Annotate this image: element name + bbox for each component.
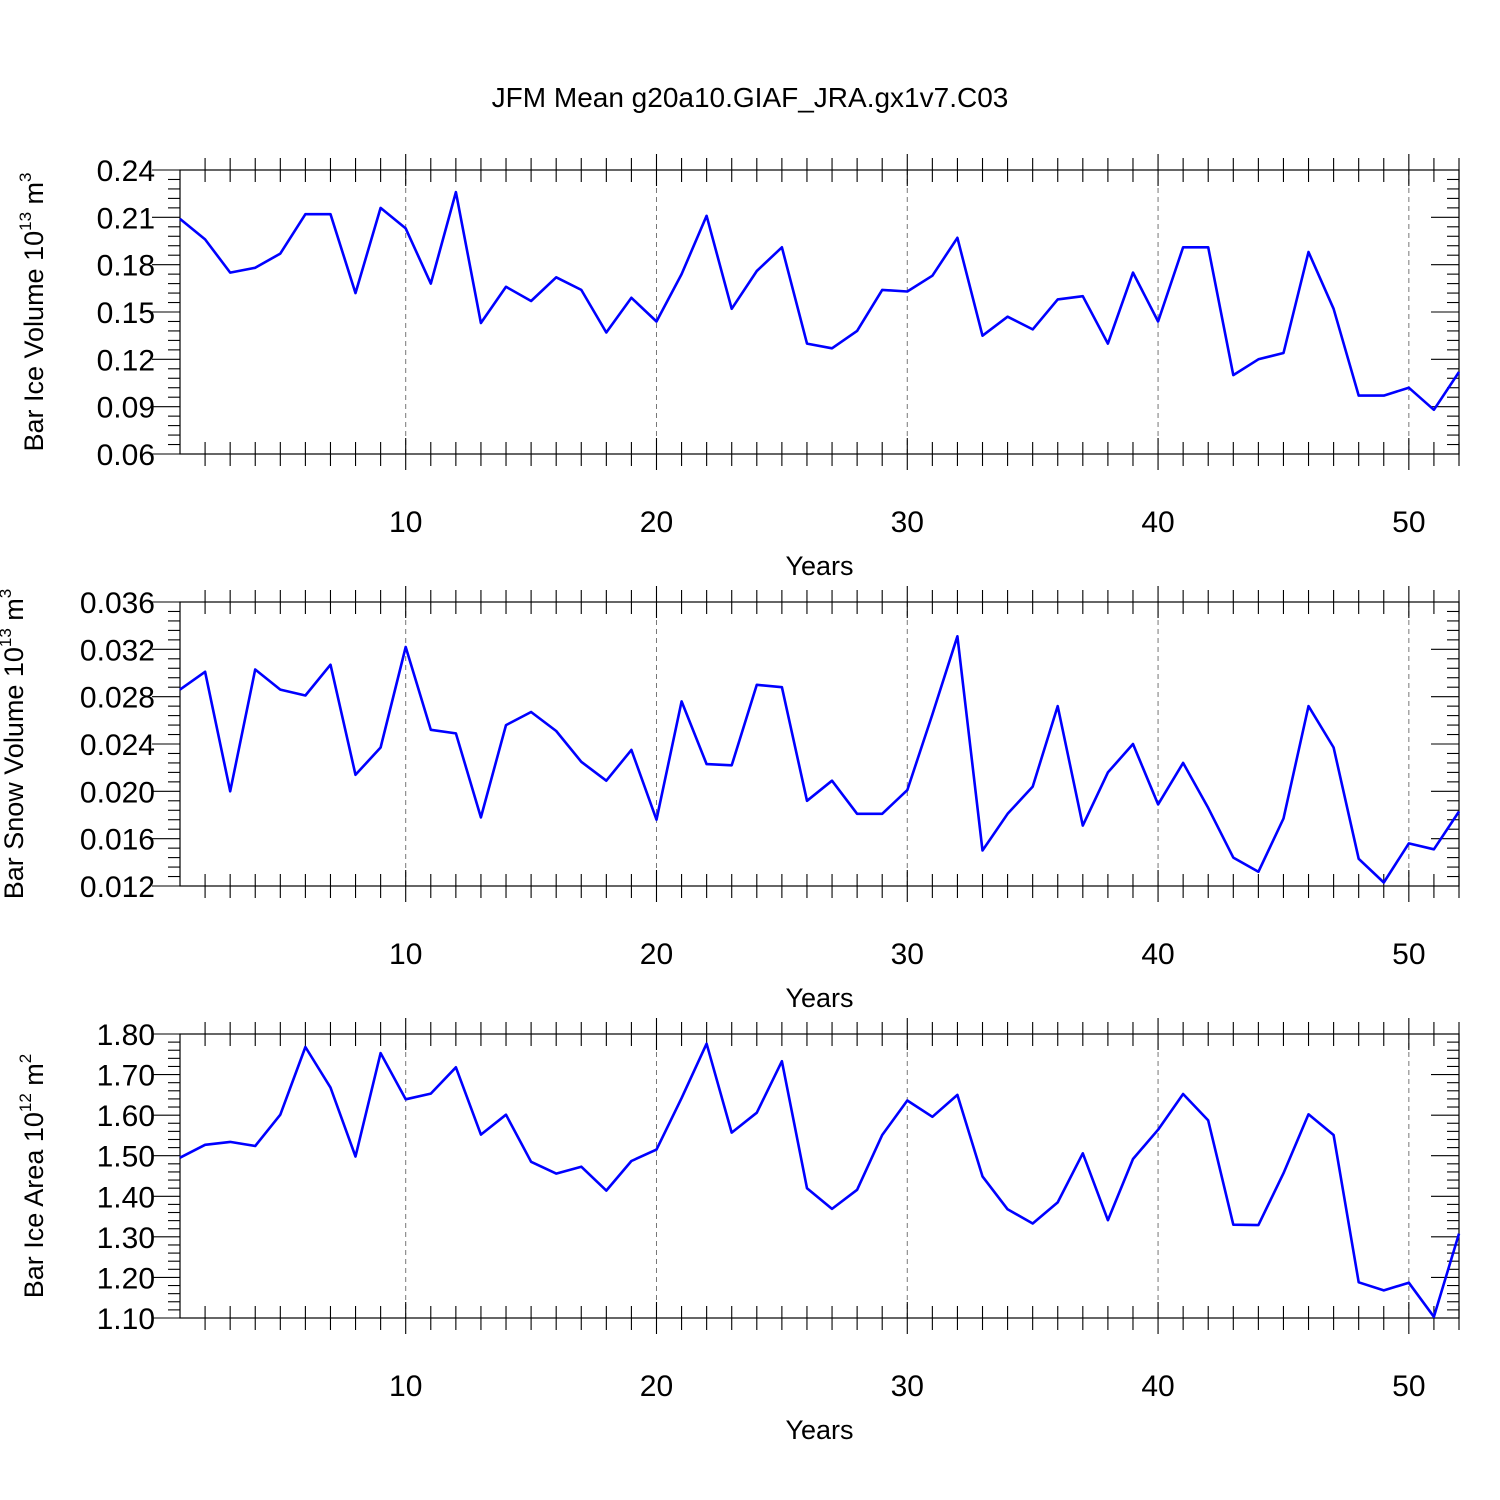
x-axis-label: Years <box>785 551 853 581</box>
y-tick-label: 1.40 <box>97 1181 155 1214</box>
y-axis-label: Bar Ice Volume 1013 m3 <box>16 172 49 451</box>
y-tick-label: 0.028 <box>80 682 155 715</box>
y-tick-label: 1.20 <box>97 1262 155 1295</box>
plot-frame <box>179 1033 1460 1319</box>
y-axis-label: Bar Snow Volume 1013 m3 <box>0 589 29 900</box>
panels: 10 20 30 40 50 Years 0.06 0.09 0.12 0.15 0.18 0.21 0… <box>0 154 1461 1445</box>
x-tick-label: 10 <box>389 506 422 539</box>
y-tick-label: 0.09 <box>97 392 155 425</box>
x-tick-label: 50 <box>1392 506 1425 539</box>
y-tick-label: 1.70 <box>97 1060 155 1093</box>
y-tick-label: 0.016 <box>80 824 155 857</box>
y-tick-label: 0.032 <box>80 634 155 667</box>
x-tick-label: 30 <box>891 1370 924 1403</box>
y-axis-label: Bar Ice Area 1012 m2 <box>16 1054 49 1299</box>
x-tick-label: 50 <box>1392 1370 1425 1403</box>
y-tick-label: 0.18 <box>97 250 155 283</box>
y-tick-label: 1.80 <box>97 1019 155 1052</box>
chart-panel-2: 10 20 30 40 50 Years 0.012 0.016 0.020 0.024 0.028… <box>0 586 1461 1013</box>
y-tick-label: 0.024 <box>80 729 155 762</box>
x-axis-label: Years <box>785 983 853 1013</box>
series-line <box>179 634 1461 884</box>
chart-panel-3: 10 20 30 40 50 Years 1.10 1.20 1.30 1.40 1.50 1.60 1… <box>16 1018 1461 1445</box>
y-tick-label: 1.50 <box>97 1141 155 1174</box>
x-tick-label: 10 <box>389 938 422 971</box>
y-tick-label: 1.10 <box>97 1303 155 1336</box>
series-line <box>179 1042 1461 1319</box>
y-tick-label: 0.15 <box>97 297 155 330</box>
x-tick-label: 40 <box>1141 506 1174 539</box>
x-axis-label: Years <box>785 1415 853 1445</box>
y-tick-label: 0.020 <box>80 776 155 809</box>
series-line <box>179 190 1461 412</box>
y-tick-label: 0.036 <box>80 587 155 620</box>
x-tick-label: 40 <box>1141 938 1174 971</box>
x-tick-label: 40 <box>1141 1370 1174 1403</box>
y-tick-label: 0.06 <box>97 439 155 472</box>
y-tick-label: 1.30 <box>97 1222 155 1255</box>
x-tick-label: 50 <box>1392 938 1425 971</box>
y-tick-label: 0.012 <box>80 871 155 904</box>
x-tick-label: 20 <box>640 1370 673 1403</box>
chart-title: JFM Mean g20a10.GIAF_JRA.gx1v7.C03 <box>492 82 1009 113</box>
x-tick-label: 30 <box>891 938 924 971</box>
x-tick-label: 20 <box>640 506 673 539</box>
x-tick-label: 30 <box>891 506 924 539</box>
x-tick-label: 10 <box>389 1370 422 1403</box>
plot-frame <box>179 601 1460 887</box>
x-tick-label: 20 <box>640 938 673 971</box>
y-tick-label: 0.12 <box>97 344 155 377</box>
y-tick-label: 1.60 <box>97 1100 155 1133</box>
y-tick-label: 0.21 <box>97 202 155 235</box>
plot-frame <box>179 169 1460 455</box>
y-tick-label: 0.24 <box>97 155 155 188</box>
chart-panel-1: 10 20 30 40 50 Years 0.06 0.09 0.12 0.15 0.18 0.21 0… <box>16 154 1461 581</box>
